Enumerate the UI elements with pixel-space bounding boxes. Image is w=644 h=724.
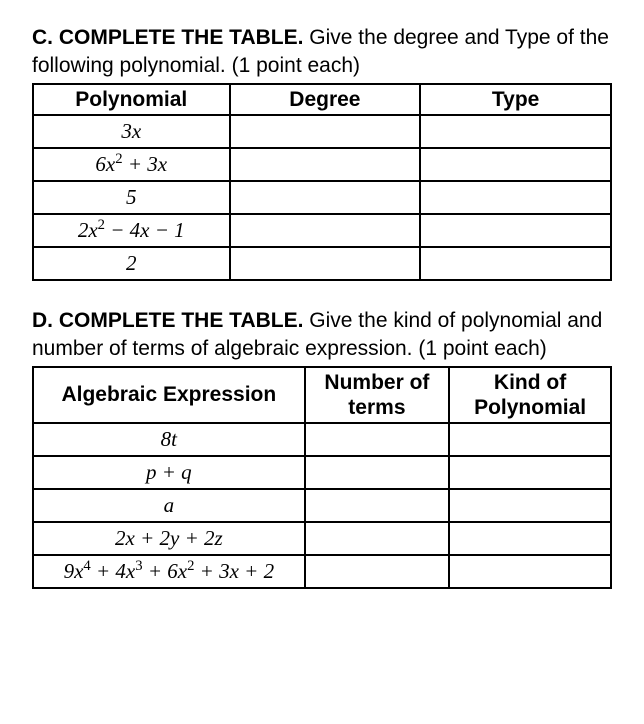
cell-expression: a (33, 489, 305, 522)
table-c-header-type: Type (420, 84, 611, 115)
table-d-header-nterms: Number of terms (305, 367, 450, 423)
cell-kind[interactable] (449, 522, 611, 555)
table-d-header-kind: Kind of Polynomial (449, 367, 611, 423)
cell-polynomial: 2x2 − 4x − 1 (33, 214, 230, 247)
cell-nterms[interactable] (305, 522, 450, 555)
cell-polynomial: 6x2 + 3x (33, 148, 230, 181)
cell-type[interactable] (420, 148, 611, 181)
cell-degree[interactable] (230, 148, 421, 181)
cell-kind[interactable] (449, 423, 611, 456)
table-row: a (33, 489, 611, 522)
cell-kind[interactable] (449, 489, 611, 522)
table-row: 8t (33, 423, 611, 456)
table-row: 2x2 − 4x − 1 (33, 214, 611, 247)
table-row: 3x (33, 115, 611, 148)
table-c-header-polynomial: Polynomial (33, 84, 230, 115)
section-c-label: C. COMPLETE THE TABLE. (32, 26, 303, 49)
cell-type[interactable] (420, 181, 611, 214)
section-c-heading: C. COMPLETE THE TABLE. Give the degree a… (32, 24, 612, 81)
table-row: 5 (33, 181, 611, 214)
section-d-heading: D. COMPLETE THE TABLE. Give the kind of … (32, 307, 612, 364)
section-d-label: D. COMPLETE THE TABLE. (32, 309, 303, 332)
cell-expression: p + q (33, 456, 305, 489)
cell-degree[interactable] (230, 181, 421, 214)
table-row: 2x + 2y + 2z (33, 522, 611, 555)
cell-degree[interactable] (230, 247, 421, 280)
table-c-header-degree: Degree (230, 84, 421, 115)
table-c: Polynomial Degree Type 3x 6x2 + 3x 5 2x2… (32, 83, 612, 281)
cell-expression: 2x + 2y + 2z (33, 522, 305, 555)
cell-nterms[interactable] (305, 456, 450, 489)
table-d: Algebraic Expression Number of terms Kin… (32, 366, 612, 589)
cell-type[interactable] (420, 115, 611, 148)
cell-kind[interactable] (449, 555, 611, 588)
cell-polynomial: 2 (33, 247, 230, 280)
table-row: 6x2 + 3x (33, 148, 611, 181)
cell-expression: 8t (33, 423, 305, 456)
table-c-header-row: Polynomial Degree Type (33, 84, 611, 115)
cell-type[interactable] (420, 214, 611, 247)
cell-nterms[interactable] (305, 489, 450, 522)
table-row: p + q (33, 456, 611, 489)
table-row: 2 (33, 247, 611, 280)
cell-degree[interactable] (230, 115, 421, 148)
cell-polynomial: 5 (33, 181, 230, 214)
cell-expression: 9x4 + 4x3 + 6x2 + 3x + 2 (33, 555, 305, 588)
table-d-header-row: Algebraic Expression Number of terms Kin… (33, 367, 611, 423)
table-d-header-expression: Algebraic Expression (33, 367, 305, 423)
cell-type[interactable] (420, 247, 611, 280)
cell-kind[interactable] (449, 456, 611, 489)
cell-polynomial: 3x (33, 115, 230, 148)
cell-nterms[interactable] (305, 423, 450, 456)
cell-degree[interactable] (230, 214, 421, 247)
table-row: 9x4 + 4x3 + 6x2 + 3x + 2 (33, 555, 611, 588)
cell-nterms[interactable] (305, 555, 450, 588)
